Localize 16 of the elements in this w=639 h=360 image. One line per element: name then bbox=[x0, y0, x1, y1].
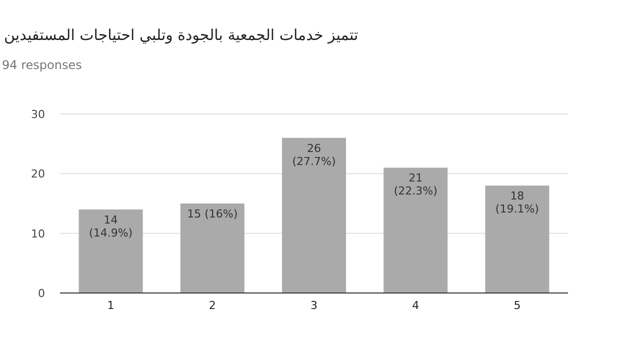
title: تتميز خدمات الجمعية بالجودة وتلبي احتياجات المستفيدين bbox=[4, 26, 358, 44]
ytick: 30 bbox=[31, 108, 45, 121]
xtick: 3 bbox=[310, 299, 318, 312]
ytick: 10 bbox=[31, 227, 45, 240]
xtick: 5 bbox=[514, 299, 521, 312]
ytick: 0 bbox=[38, 287, 45, 300]
value-label: 15 (16%) bbox=[187, 208, 238, 220]
value-label: 14 (14.9%) bbox=[89, 213, 133, 240]
value-label: 21 (22.3%) bbox=[394, 172, 438, 198]
value-label: 26 (27.7%) bbox=[292, 142, 336, 168]
value-label: 18 (19.1%) bbox=[495, 190, 539, 216]
ytick: 20 bbox=[31, 168, 45, 181]
xtick: 2 bbox=[208, 299, 216, 312]
xtick: 1 bbox=[107, 299, 114, 312]
xtick: 4 bbox=[412, 299, 420, 312]
subtitle: 94 responses bbox=[2, 58, 82, 72]
